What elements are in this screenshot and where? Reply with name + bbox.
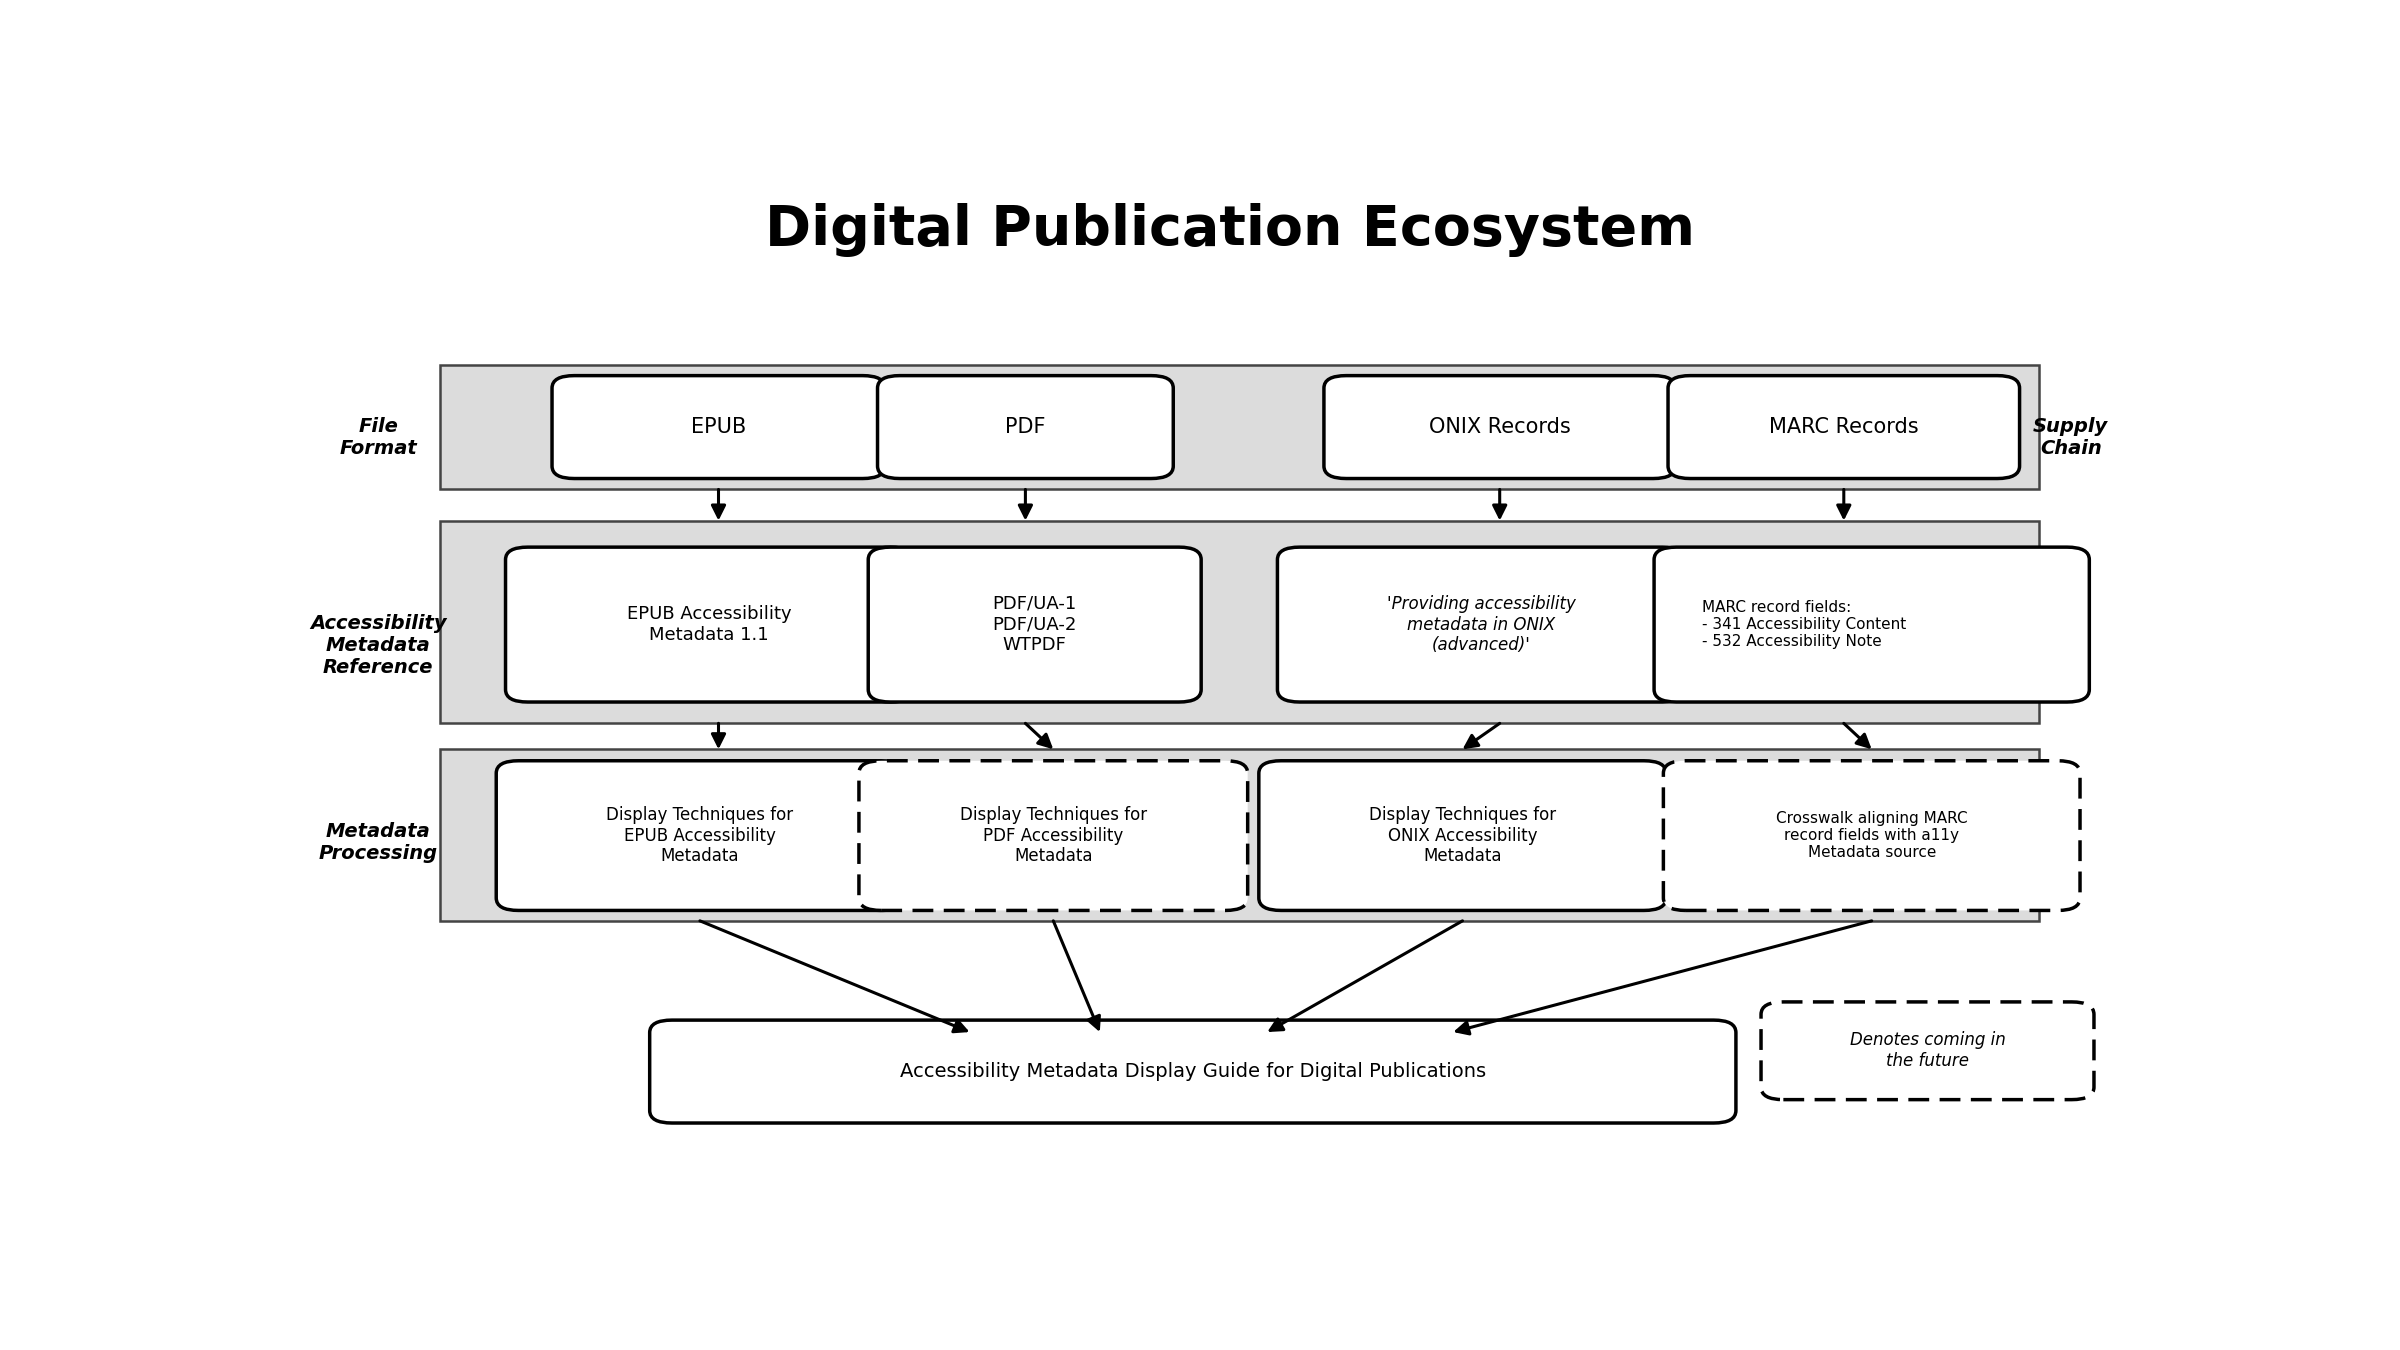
Text: ONIX Records: ONIX Records: [1428, 417, 1570, 437]
FancyBboxPatch shape: [650, 1021, 1735, 1123]
Text: 'Providing accessibility
metadata in ONIX
(advanced)': 'Providing accessibility metadata in ONI…: [1387, 595, 1574, 655]
Text: Accessibility Metadata Display Guide for Digital Publications: Accessibility Metadata Display Guide for…: [900, 1062, 1486, 1081]
Text: PDF/UA-1
PDF/UA-2
WTPDF: PDF/UA-1 PDF/UA-2 WTPDF: [994, 595, 1078, 655]
Text: Display Techniques for
PDF Accessibility
Metadata: Display Techniques for PDF Accessibility…: [960, 806, 1147, 865]
Text: Metadata
Processing: Metadata Processing: [319, 822, 437, 864]
FancyBboxPatch shape: [869, 547, 1200, 702]
Text: MARC record fields:
- 341 Accessibility Content
- 532 Accessibility Note: MARC record fields: - 341 Accessibility …: [1702, 599, 1906, 649]
FancyBboxPatch shape: [1654, 547, 2090, 702]
FancyBboxPatch shape: [859, 761, 1248, 910]
FancyBboxPatch shape: [439, 749, 2040, 921]
Text: Denotes coming in
the future: Denotes coming in the future: [1850, 1031, 2006, 1071]
FancyBboxPatch shape: [497, 761, 902, 910]
Text: File
Format: File Format: [338, 417, 418, 458]
FancyBboxPatch shape: [439, 364, 2040, 490]
FancyBboxPatch shape: [1762, 1002, 2093, 1100]
Text: Supply
Chain: Supply Chain: [2033, 417, 2107, 458]
Text: Accessibility
Metadata
Reference: Accessibility Metadata Reference: [310, 614, 446, 676]
FancyBboxPatch shape: [552, 375, 886, 478]
FancyBboxPatch shape: [1325, 375, 1675, 478]
Text: Display Techniques for
ONIX Accessibility
Metadata: Display Techniques for ONIX Accessibilit…: [1368, 806, 1555, 865]
Text: EPUB Accessibility
Metadata 1.1: EPUB Accessibility Metadata 1.1: [626, 605, 792, 644]
FancyBboxPatch shape: [506, 547, 912, 702]
FancyBboxPatch shape: [1668, 375, 2018, 478]
FancyBboxPatch shape: [878, 375, 1174, 478]
FancyBboxPatch shape: [1663, 761, 2081, 910]
Text: Crosswalk aligning MARC
record fields with a11y
Metadata source: Crosswalk aligning MARC record fields wi…: [1776, 811, 1968, 860]
FancyBboxPatch shape: [1277, 547, 1685, 702]
Text: MARC Records: MARC Records: [1769, 417, 1918, 437]
FancyBboxPatch shape: [439, 521, 2040, 724]
Text: Digital Publication Ecosystem: Digital Publication Ecosystem: [766, 202, 1694, 256]
Text: PDF: PDF: [1006, 417, 1046, 437]
FancyBboxPatch shape: [1260, 761, 1666, 910]
Text: EPUB: EPUB: [691, 417, 746, 437]
Text: Display Techniques for
EPUB Accessibility
Metadata: Display Techniques for EPUB Accessibilit…: [607, 806, 794, 865]
